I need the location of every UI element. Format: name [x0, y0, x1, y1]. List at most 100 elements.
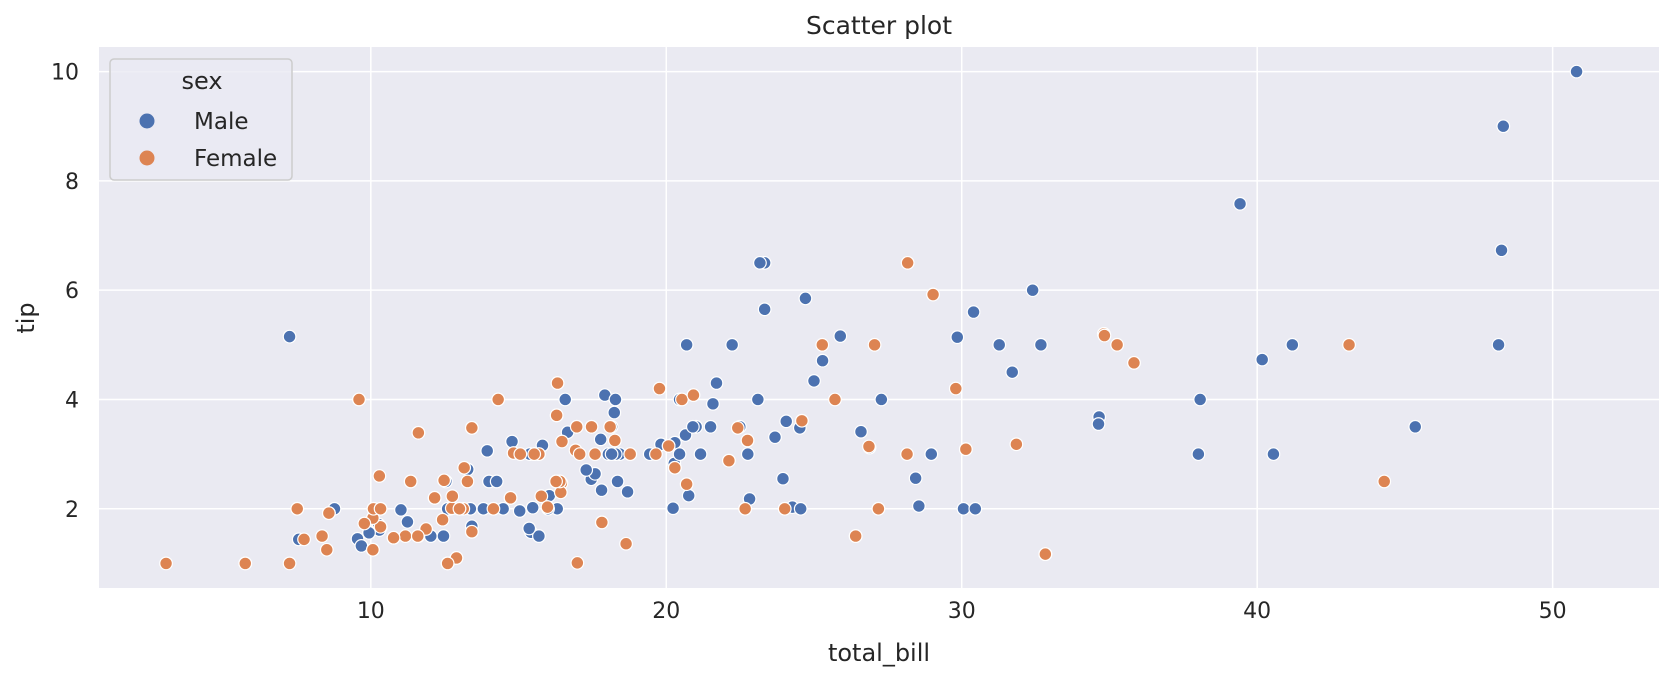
data-point-female: [437, 473, 451, 488]
data-point-female: [527, 447, 542, 462]
legend-marker-female: [139, 150, 155, 166]
data-point-male: [1285, 337, 1300, 352]
data-point-female: [649, 447, 663, 462]
data-point-male: [992, 337, 1007, 352]
data-point-female: [386, 530, 401, 545]
y-tick-label: 10: [51, 61, 79, 86]
chart-title: Scatter plot: [806, 11, 952, 40]
data-point-female: [828, 392, 842, 407]
data-point-male: [1266, 447, 1281, 462]
data-point-male: [753, 255, 767, 270]
data-point-male: [282, 329, 297, 344]
data-point-male: [1091, 417, 1106, 431]
data-point-male: [740, 447, 755, 462]
data-point-male: [672, 447, 687, 462]
data-point-male: [436, 529, 451, 543]
data-point-male: [807, 373, 821, 388]
data-point-male: [1034, 337, 1048, 352]
data-point-male: [666, 501, 680, 516]
data-point-male: [924, 447, 939, 462]
y-tick-label: 8: [65, 170, 79, 195]
data-point-male: [1233, 196, 1247, 211]
data-point-female: [411, 425, 426, 440]
data-point-male: [620, 484, 635, 499]
data-point-male: [779, 414, 794, 429]
data-point-female: [534, 489, 549, 504]
data-point-female: [722, 453, 736, 468]
data-point-female: [357, 516, 372, 531]
y-tick-label: 4: [65, 388, 79, 413]
data-point-female: [1110, 337, 1125, 352]
data-point-male: [833, 329, 848, 343]
data-point-male: [681, 488, 696, 503]
data-point-male: [354, 539, 369, 553]
y-tick-label: 6: [65, 279, 79, 304]
data-point-female: [372, 469, 387, 483]
data-point-female: [352, 392, 366, 407]
data-point-female: [1342, 337, 1356, 352]
data-point-female: [457, 460, 472, 475]
data-point-male: [750, 392, 765, 407]
data-point-male: [1569, 64, 1584, 79]
data-point-female: [738, 501, 753, 516]
data-point-male: [725, 337, 740, 352]
data-point-male: [703, 419, 718, 434]
data-point-male: [1191, 447, 1206, 462]
data-point-female: [503, 490, 518, 505]
x-tick-label: 40: [1243, 599, 1271, 624]
data-point-male: [522, 521, 537, 536]
data-point-male: [874, 392, 889, 407]
data-point-male: [1408, 419, 1423, 434]
data-point-female: [619, 536, 633, 551]
data-point-female: [549, 408, 564, 423]
data-point-female: [1377, 474, 1392, 489]
data-point-female: [1038, 547, 1053, 562]
data-point-male: [679, 337, 694, 352]
data-point-female: [958, 442, 973, 457]
data-point-female: [373, 501, 388, 516]
plot-background: [99, 47, 1659, 588]
series-female: [159, 255, 1392, 571]
data-point-male: [1494, 243, 1509, 258]
data-point-female: [584, 419, 599, 434]
data-point-male: [1193, 392, 1208, 407]
data-point-female: [661, 439, 676, 453]
x-tick-label: 10: [357, 599, 385, 624]
data-point-female: [398, 529, 413, 543]
data-point-female: [926, 287, 940, 302]
data-point-male: [1496, 119, 1511, 134]
data-point-male: [532, 529, 546, 543]
x-tick-label: 50: [1539, 599, 1567, 624]
legend-label-male: Male: [194, 109, 248, 135]
data-point-female: [675, 392, 689, 407]
data-point-female: [667, 460, 682, 475]
data-point-female: [900, 447, 914, 462]
data-point-female: [373, 519, 388, 534]
data-point-female: [588, 447, 602, 462]
data-point-female: [730, 420, 745, 435]
data-point-male: [593, 432, 608, 447]
data-point-male: [908, 471, 923, 486]
data-point-male: [798, 291, 813, 306]
data-point-female: [410, 529, 425, 543]
data-point-female: [491, 392, 506, 407]
data-point-male: [607, 405, 622, 420]
data-point-female: [321, 506, 336, 521]
data-point-male: [608, 392, 623, 407]
data-point-male: [505, 434, 519, 449]
data-point-female: [460, 474, 475, 489]
data-point-male: [685, 419, 700, 434]
data-point-female: [594, 515, 609, 530]
data-point-female: [1127, 355, 1141, 370]
data-point-female: [435, 512, 450, 527]
data-point-male: [693, 447, 708, 462]
x-tick-label: 30: [948, 599, 976, 624]
data-point-male: [815, 353, 830, 368]
data-point-male: [854, 424, 868, 439]
data-point-female: [794, 413, 809, 428]
data-point-female: [540, 500, 555, 515]
data-point-male: [480, 443, 495, 458]
data-point-female: [550, 376, 565, 390]
data-point-female: [871, 501, 886, 516]
data-point-female: [777, 501, 792, 516]
